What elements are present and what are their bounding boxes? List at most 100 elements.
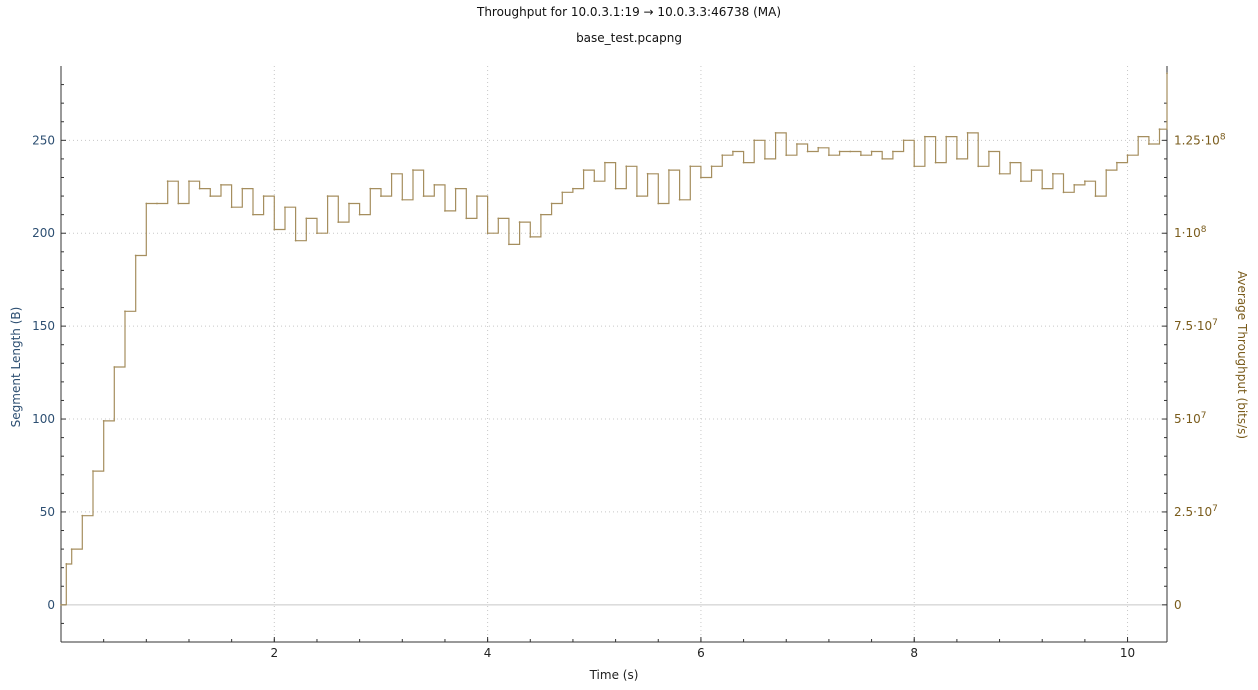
throughput-data-point bbox=[721, 154, 724, 157]
throughput-data-point bbox=[625, 165, 628, 168]
throughput-data-point bbox=[646, 172, 649, 175]
throughput-data-point bbox=[113, 366, 116, 368]
y-right-tick-label: 5·107 bbox=[1174, 411, 1206, 426]
throughput-data-point bbox=[828, 154, 830, 157]
throughput-data-point bbox=[572, 187, 574, 190]
throughput-data-point bbox=[1105, 169, 1108, 171]
y-right-tick-base: 5·10 bbox=[1174, 412, 1201, 426]
throughput-data-point bbox=[806, 150, 809, 153]
throughput-data-point bbox=[902, 139, 905, 142]
series-layer bbox=[60, 72, 1168, 606]
throughput-data-point bbox=[230, 206, 233, 209]
throughput-data-point bbox=[1083, 180, 1086, 183]
throughput-data-point bbox=[177, 202, 180, 205]
x-tick-label: 2 bbox=[270, 646, 278, 660]
y-left-axis-title: Segment Length (B) bbox=[9, 307, 23, 428]
y-right-tick-base: 7.5·10 bbox=[1174, 319, 1212, 333]
y-right-tick-label: 1·108 bbox=[1174, 225, 1207, 240]
throughput-data-point bbox=[561, 191, 564, 194]
throughput-data-point bbox=[508, 243, 510, 246]
throughput-data-point bbox=[1030, 169, 1033, 171]
y-left-tick-label: 150 bbox=[32, 319, 55, 333]
throughput-data-point bbox=[81, 514, 84, 517]
throughput-data-point bbox=[124, 310, 126, 313]
throughput-data-point bbox=[166, 180, 169, 183]
throughput-data-point bbox=[923, 135, 926, 138]
throughput-data-point bbox=[529, 236, 532, 238]
throughput-data-point bbox=[870, 150, 873, 153]
throughput-data-point bbox=[1094, 195, 1097, 197]
throughput-data-point bbox=[966, 131, 969, 134]
throughput-data-point bbox=[476, 195, 478, 197]
throughput-data-point bbox=[262, 195, 265, 197]
throughput-data-point bbox=[401, 198, 404, 201]
throughput-data-point bbox=[444, 210, 446, 212]
y-left-tick-label: 0 bbox=[47, 598, 55, 612]
x-axis-title: Time (s) bbox=[589, 668, 639, 682]
throughput-data-point bbox=[657, 202, 660, 205]
y-left-tick-label: 50 bbox=[40, 505, 55, 519]
throughput-data-point bbox=[678, 198, 681, 201]
throughput-data-point bbox=[1137, 135, 1140, 138]
y-right-tick-base: 1·10 bbox=[1174, 226, 1201, 240]
throughput-data-point bbox=[540, 213, 542, 216]
throughput-data-point bbox=[65, 563, 68, 565]
throughput-data-point bbox=[1019, 180, 1022, 183]
throughput-data-point bbox=[145, 202, 148, 205]
throughput-data-point bbox=[955, 158, 958, 160]
y-right-tick-exponent: 7 bbox=[1201, 411, 1207, 421]
throughput-data-point bbox=[198, 187, 201, 190]
throughput-data-point bbox=[465, 217, 468, 220]
y-right-tick-label: 7.5·107 bbox=[1174, 318, 1218, 333]
throughput-data-point bbox=[934, 161, 937, 164]
throughput-data-point bbox=[1062, 191, 1065, 194]
throughput-data-point bbox=[710, 165, 713, 168]
throughput-data-point bbox=[305, 217, 308, 220]
throughput-data-point bbox=[241, 187, 244, 190]
grid bbox=[61, 66, 1167, 642]
x-tick-label: 8 bbox=[910, 646, 918, 660]
throughput-data-point bbox=[412, 169, 414, 171]
throughput-data-point bbox=[454, 187, 457, 190]
throughput-data-point bbox=[796, 143, 798, 145]
throughput-data-point bbox=[1051, 172, 1054, 175]
throughput-data-point bbox=[422, 195, 425, 197]
throughput-series-line bbox=[61, 73, 1168, 606]
throughput-data-point bbox=[433, 184, 436, 186]
y-right-tick-exponent: 8 bbox=[1220, 132, 1226, 142]
x-tick-label: 10 bbox=[1120, 646, 1135, 660]
throughput-data-point bbox=[369, 187, 372, 190]
y-right-tick-exponent: 7 bbox=[1212, 318, 1218, 328]
throughput-data-point bbox=[252, 213, 254, 216]
y-right-tick-exponent: 8 bbox=[1201, 225, 1207, 235]
throughput-data-point bbox=[1166, 72, 1168, 75]
throughput-data-point bbox=[486, 232, 489, 235]
throughput-data-point bbox=[518, 221, 521, 223]
throughput-data-point bbox=[60, 603, 62, 606]
throughput-data-point bbox=[337, 221, 340, 223]
throughput-data-point bbox=[881, 158, 884, 160]
throughput-data-point bbox=[316, 232, 318, 235]
throughput-data-point bbox=[785, 154, 788, 157]
throughput-data-point bbox=[1147, 143, 1150, 145]
throughput-data-point bbox=[1126, 154, 1129, 157]
y-right-tick-label: 1.25·108 bbox=[1174, 132, 1226, 147]
y-right-tick-exponent: 7 bbox=[1212, 504, 1218, 514]
throughput-data-point bbox=[977, 165, 980, 168]
throughput-data-point bbox=[134, 254, 137, 257]
throughput-data-point bbox=[1073, 184, 1076, 186]
throughput-data-point bbox=[860, 154, 862, 157]
throughput-data-point bbox=[913, 165, 916, 168]
throughput-data-point bbox=[604, 161, 606, 164]
throughput-data-point bbox=[70, 548, 73, 550]
throughput-data-point bbox=[390, 172, 393, 175]
throughput-data-point bbox=[817, 146, 820, 149]
y-right-tick-base: 1.25·10 bbox=[1174, 133, 1220, 147]
throughput-data-point bbox=[700, 176, 702, 179]
throughput-data-point bbox=[732, 150, 734, 153]
throughput-data-point bbox=[764, 158, 766, 160]
throughput-data-point bbox=[209, 195, 212, 197]
throughput-data-point bbox=[156, 202, 158, 205]
throughput-data-point bbox=[294, 239, 297, 242]
throughput-data-point bbox=[689, 165, 692, 168]
